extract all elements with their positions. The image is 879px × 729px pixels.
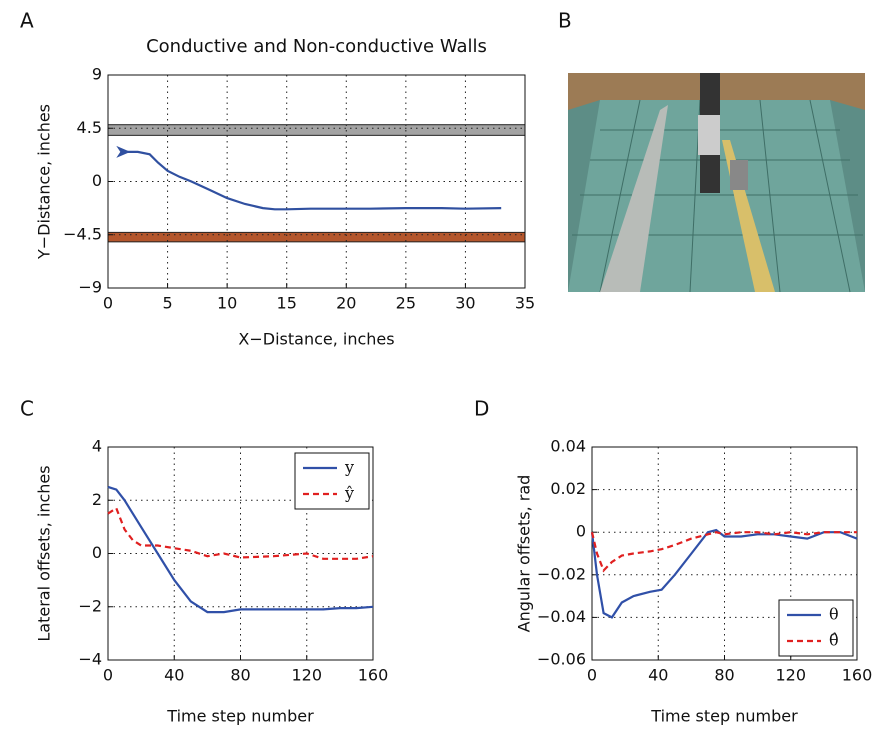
y-axis-label: Angular offsets, rad [515,475,534,633]
series-line [590,528,858,619]
legend-label: θ̂ [829,631,839,650]
y-tick-label: 0.02 [550,479,586,498]
x-tick-label: 80 [230,666,250,685]
x-tick-label: 40 [648,666,668,685]
y-tick-label: 2 [92,490,102,509]
y-tick-label: −0.04 [537,607,586,626]
series-line [107,506,374,560]
start-marker [116,145,131,158]
series-line [122,150,502,211]
legend-label: y [344,458,354,477]
x-tick-label: 25 [396,294,416,313]
plot-frame [107,74,526,289]
y-tick-label: −4 [78,650,102,669]
x-tick-label: 160 [358,666,389,685]
x-tick-label: 0 [587,666,597,685]
legend-label: ŷ [344,484,354,503]
chart-title: Conductive and Non-conductive Walls [146,36,487,57]
y-tick-label: −4.5 [63,224,102,243]
y-axis-label: Lateral offsets, inches [35,465,54,641]
x-axis-label: X−Distance, inches [238,330,394,349]
panel-label: D [474,397,489,421]
x-tick-label: 15 [277,294,297,313]
plot-frame [591,446,858,661]
legend-box [778,599,854,657]
y-tick-label: −0.06 [537,650,586,669]
x-tick-label: 5 [162,294,172,313]
x-tick-label: 40 [164,666,184,685]
wall [107,231,526,243]
y-tick-label: −2 [78,596,102,615]
y-tick-label: 0 [92,543,102,562]
x-tick-label: 10 [217,294,237,313]
y-tick-label: 0 [92,171,102,190]
x-tick-label: 80 [714,666,734,685]
plot-frame [107,446,374,661]
x-tick-label: 0 [103,294,113,313]
y-tick-label: 0 [576,522,586,541]
x-tick-label: 30 [455,294,475,313]
legend-box [294,452,370,510]
x-tick-label: 0 [103,666,113,685]
y-tick-label: −0.02 [537,564,586,583]
y-tick-label: 0.04 [550,437,586,456]
y-tick-label: −9 [78,278,102,297]
x-tick-label: 20 [336,294,356,313]
panel-label: B [558,9,572,33]
x-tick-label: 120 [775,666,806,685]
y-tick-label: 4.5 [77,118,102,137]
legend-label: θ [829,605,839,624]
series-line [107,485,374,614]
panel-label: A [20,9,34,33]
x-tick-label: 35 [515,294,535,313]
y-tick-label: 9 [92,65,102,84]
x-axis-label: Time step number [166,707,314,726]
x-tick-label: 160 [842,666,873,685]
series-line [590,531,857,573]
x-axis-label: Time step number [650,707,798,726]
panel-label: C [20,397,34,421]
wall [107,124,526,136]
y-axis-label: Y−Distance, inches [35,104,54,260]
photo [568,73,865,293]
x-tick-label: 120 [291,666,322,685]
y-tick-label: 4 [92,437,102,456]
